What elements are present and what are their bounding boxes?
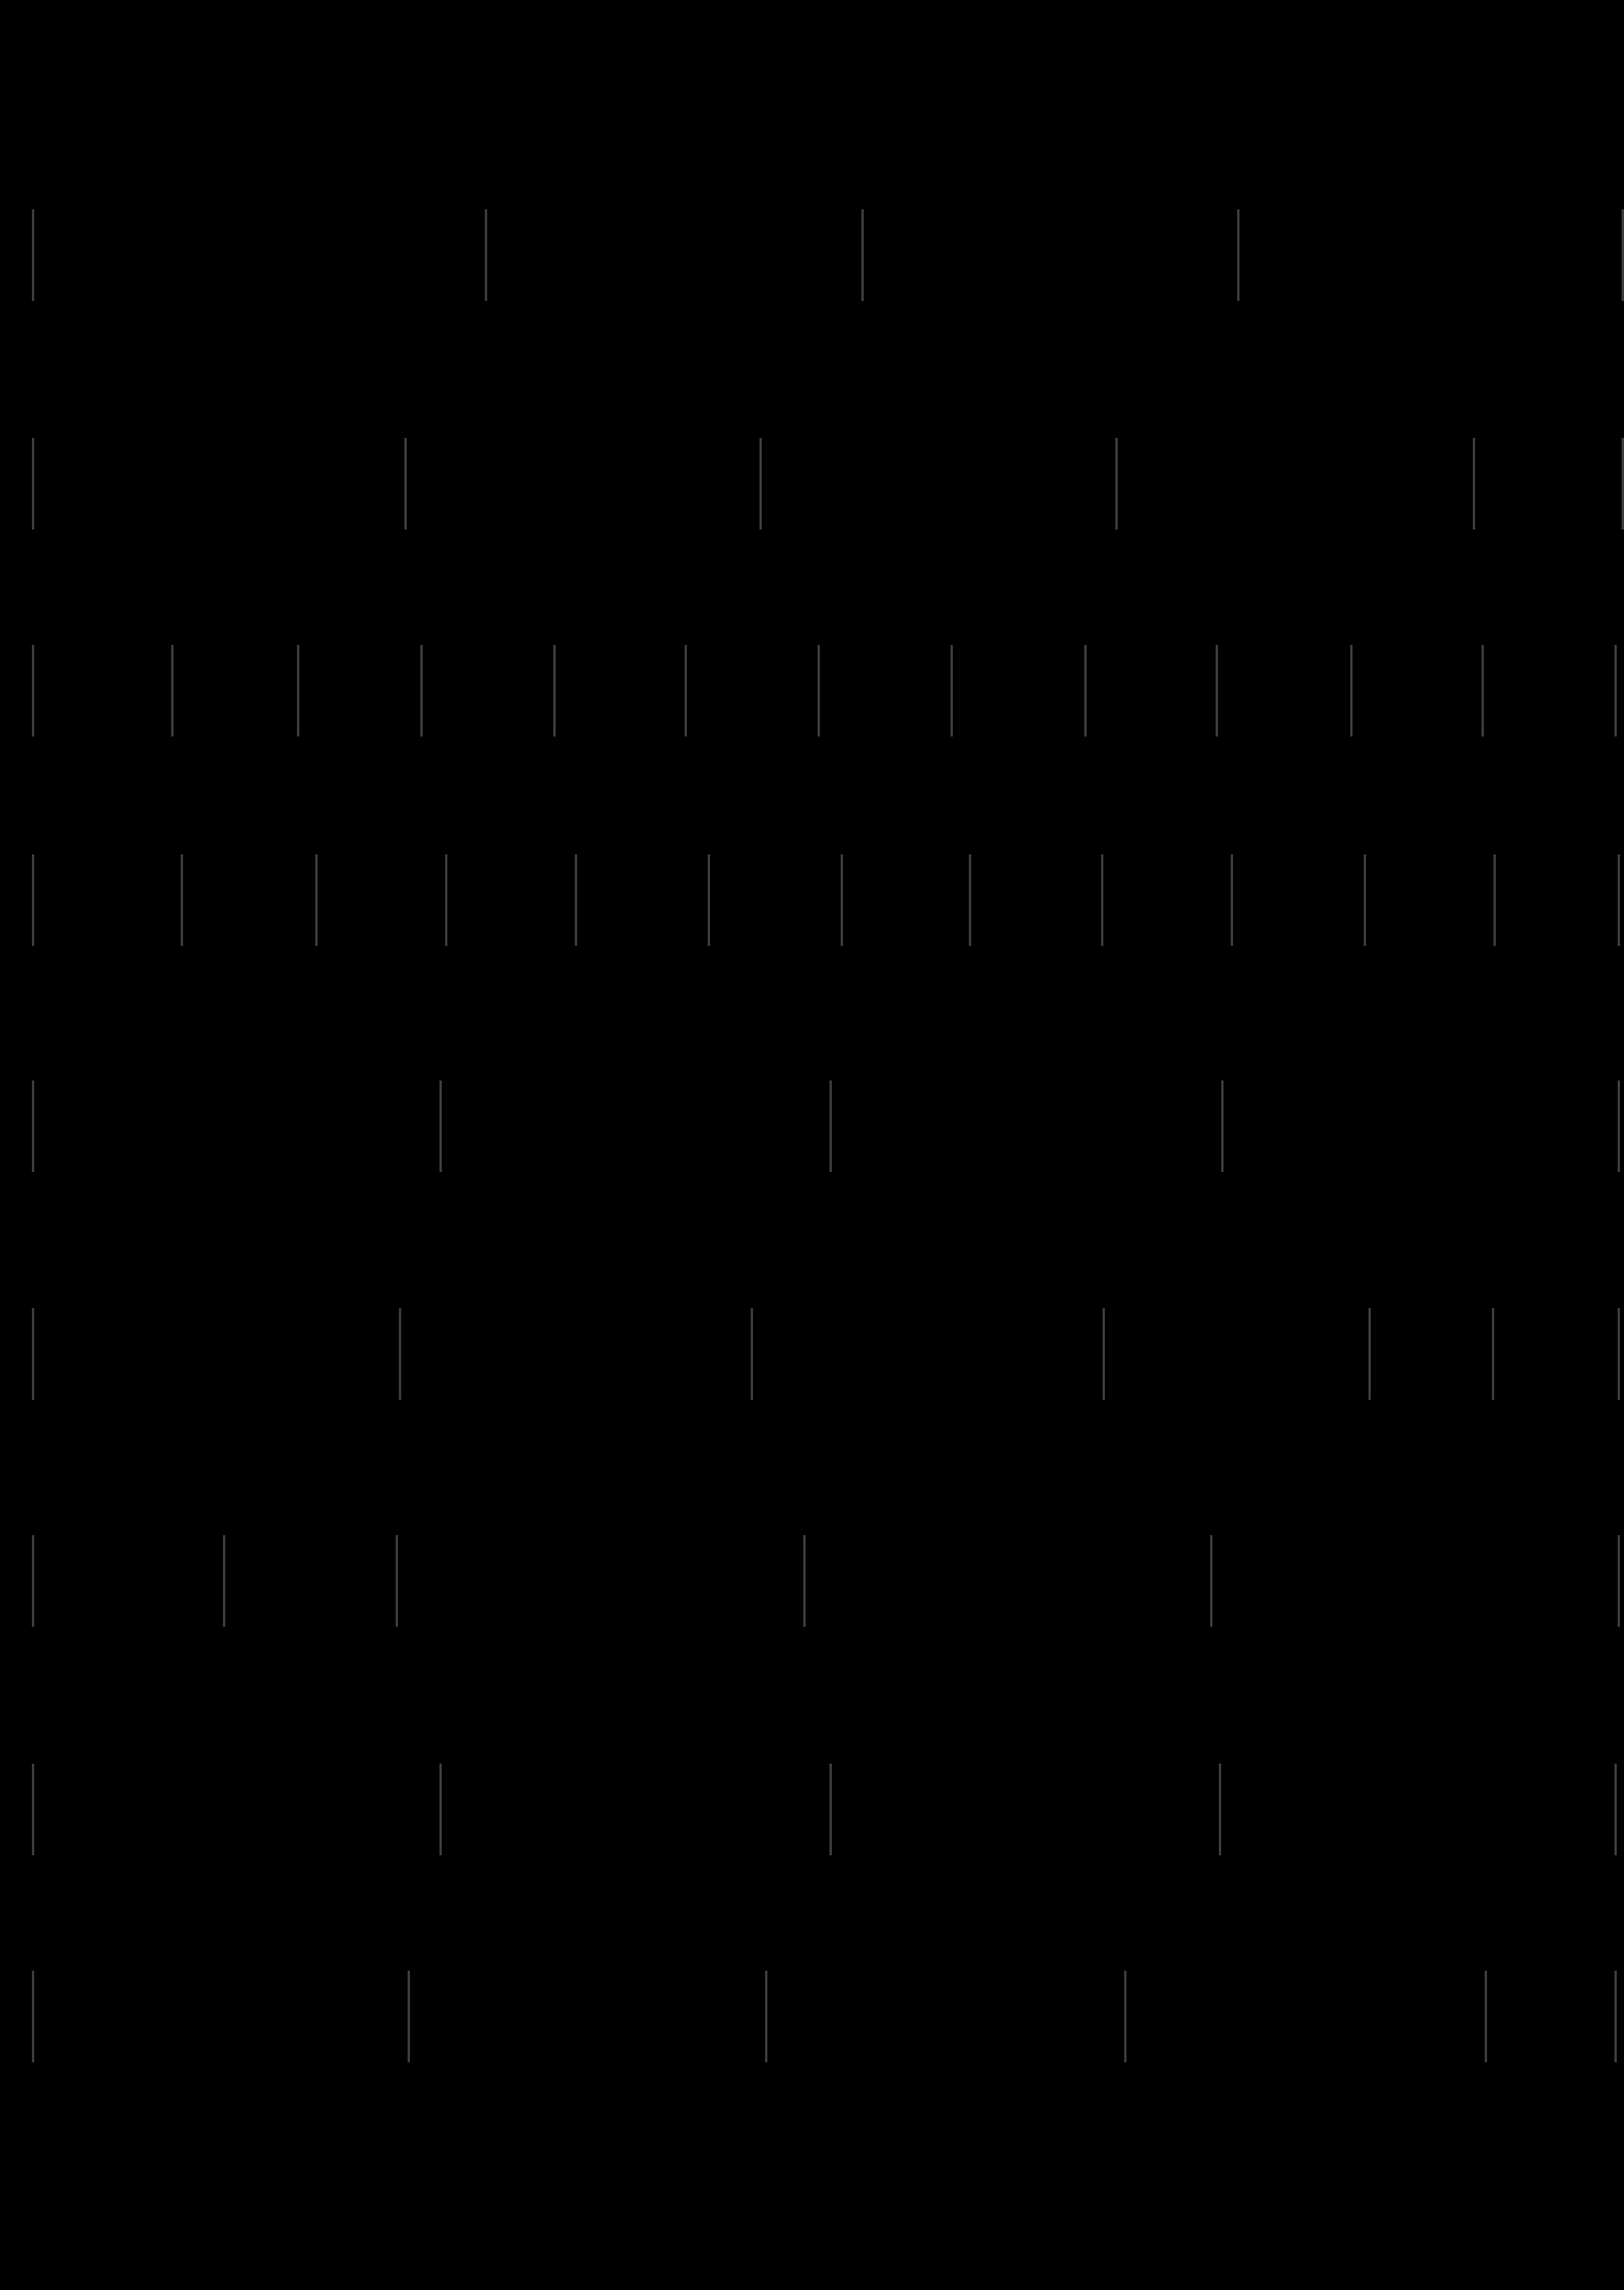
tick-mark [181,854,183,946]
tick-mark [32,1764,34,1855]
tick-mark [765,1971,767,2062]
tick-row-6 [0,1308,1624,1400]
tick-row-1 [0,209,1624,301]
tick-mark [803,1535,806,1627]
tick-mark [1482,645,1484,737]
tick-mark [841,854,843,946]
tick-mark [223,1535,225,1627]
tick-row-9 [0,1971,1624,2062]
tick-mark [1614,645,1617,737]
tick-mark [399,1308,401,1400]
tick-mark [1210,1535,1212,1627]
tick-mark [1622,209,1624,301]
tick-row-2 [0,438,1624,530]
tick-mark [1618,1308,1620,1400]
tick-mark [1115,438,1118,530]
tick-mark [1124,1971,1126,2062]
tick-mark [32,1081,34,1172]
tick-mark [1084,645,1087,737]
tick-mark [32,1535,34,1627]
tick-mark [553,645,556,737]
tick-mark [32,1308,34,1400]
tick-mark [951,645,953,737]
tick-mark [408,1971,410,2062]
tick-mark [1622,438,1624,530]
tick-mark [1350,645,1353,737]
tick-mark [818,645,820,737]
tick-mark [32,645,34,737]
tick-mark [297,645,299,737]
tick-mark [1237,209,1239,301]
tick-mark [1216,645,1218,737]
tick-mark [1219,1764,1221,1855]
tick-mark [1368,1308,1371,1400]
tick-row-7 [0,1535,1624,1627]
tick-mark [32,1971,34,2062]
tick-mark [1618,1081,1620,1172]
tick-mark [1221,1081,1224,1172]
tick-row-8 [0,1764,1624,1855]
tick-mark [485,209,487,301]
tick-mark [32,209,34,301]
tick-mark [439,1081,442,1172]
tick-row-5 [0,1081,1624,1172]
tick-mark [575,854,577,946]
tick-mark [1485,1971,1487,2062]
tick-mark [404,438,407,530]
tick-mark [759,438,762,530]
tick-mark [1492,1308,1494,1400]
tick-mark [1103,1308,1105,1400]
tick-mark [969,854,971,946]
tick-mark [1614,1971,1617,2062]
tick-mark [1231,854,1233,946]
tick-mark [439,1764,442,1855]
tick-mark [315,854,318,946]
tick-mark [1364,854,1366,946]
tick-row-3 [0,645,1624,737]
tick-mark [32,854,34,946]
tick-mark [861,209,864,301]
tick-mark [420,645,423,737]
tick-mark [1473,438,1475,530]
tick-mark [685,645,687,737]
tick-mark [830,1081,832,1172]
tick-mark [396,1535,398,1627]
tick-mark [1618,854,1620,946]
tick-mark [171,645,174,737]
tick-mark [1614,1764,1617,1855]
tick-mark [708,854,710,946]
tick-mark [445,854,447,946]
tick-mark [1618,1535,1620,1627]
tick-mark [751,1308,753,1400]
tick-mark [32,438,34,530]
tick-mark [1101,854,1103,946]
tick-mark [1493,854,1496,946]
tick-mark [830,1764,832,1855]
tick-row-4 [0,854,1624,946]
